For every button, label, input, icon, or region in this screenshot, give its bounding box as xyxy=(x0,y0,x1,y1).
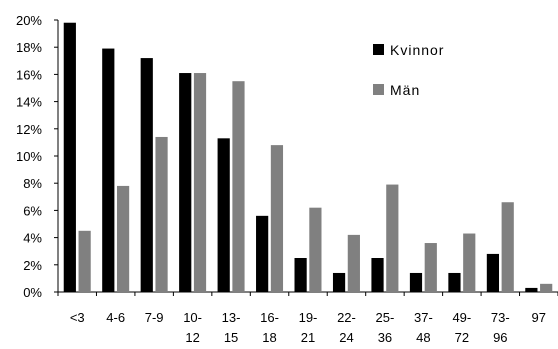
x-tick-label: 25- xyxy=(376,310,395,325)
y-tick-label: 2% xyxy=(23,258,42,273)
bar-kvinnor xyxy=(179,73,192,292)
bar-man xyxy=(309,207,322,292)
x-tick-label: 49- xyxy=(452,310,471,325)
bar-kvinnor xyxy=(217,138,230,292)
x-tick-label: 22- xyxy=(337,310,356,325)
x-tick-label: 15 xyxy=(224,330,238,345)
y-axis: 0% 2% 4% 6% 8% 10% 12% 14% 16% 18% 20% xyxy=(16,13,59,300)
bar-man xyxy=(232,81,245,292)
x-tick-label: 12 xyxy=(185,330,199,345)
bar-man xyxy=(501,202,514,292)
x-tick-label: 18 xyxy=(262,330,276,345)
x-tick-label: 7-9 xyxy=(145,310,164,325)
y-tick-label: 6% xyxy=(23,203,42,218)
bar-man xyxy=(78,230,91,292)
bars xyxy=(63,22,553,293)
x-tick-label: 72 xyxy=(455,330,469,345)
x-tick-label: 10- xyxy=(183,310,202,325)
x-tick-label: 19- xyxy=(299,310,318,325)
y-tick-label: 4% xyxy=(23,231,42,246)
x-tick-label: 36 xyxy=(378,330,392,345)
bar-kvinnor xyxy=(102,48,115,293)
y-tick-label: 0% xyxy=(23,285,42,300)
x-tick-label: 24 xyxy=(339,330,353,345)
bar-kvinnor xyxy=(371,258,384,292)
bar-man xyxy=(463,233,476,292)
x-tick-label: <3 xyxy=(70,310,85,325)
x-tick-label: 16- xyxy=(260,310,279,325)
bar-man xyxy=(155,136,168,292)
x-axis: <3 4-6 7-9 10- 12 13- 15 16- 18 19- 21 22- 24 25- 36 37… xyxy=(57,291,558,345)
x-tick-label: 21 xyxy=(301,330,315,345)
bar-man xyxy=(347,234,360,292)
bar-man xyxy=(116,185,130,292)
bar-kvinnor xyxy=(409,272,423,292)
bar-kvinnor xyxy=(140,58,153,292)
bar-kvinnor xyxy=(448,272,461,292)
x-tick-label: 4-6 xyxy=(106,310,125,325)
legend-swatch xyxy=(373,44,384,55)
legend: Kvinnor Män xyxy=(373,42,444,98)
bar-kvinnor xyxy=(256,215,269,292)
bar-kvinnor xyxy=(486,253,500,292)
y-tick-label: 14% xyxy=(16,95,42,110)
bar-man xyxy=(193,73,207,292)
x-tick-label: 73- xyxy=(491,310,510,325)
bar-man xyxy=(270,145,284,292)
legend-label: Män xyxy=(390,82,420,98)
y-tick-label: 16% xyxy=(16,67,42,82)
x-tick-label: 13- xyxy=(222,310,241,325)
bar-kvinnor xyxy=(332,272,346,292)
x-tick-label: 48 xyxy=(416,330,430,345)
legend-swatch xyxy=(373,84,384,95)
bar-man xyxy=(386,184,399,292)
x-tick-label: 37- xyxy=(414,310,433,325)
bar-kvinnor xyxy=(63,22,76,292)
bar-man xyxy=(540,283,553,292)
y-tick-label: 20% xyxy=(16,13,42,28)
y-tick-label: 8% xyxy=(23,176,42,191)
y-tick-label: 18% xyxy=(16,40,42,55)
bar-kvinnor xyxy=(525,287,538,292)
bar-man xyxy=(424,243,437,292)
y-tick-label: 10% xyxy=(16,149,42,164)
x-tick-label: 96 xyxy=(493,330,507,345)
x-tick-label: 97 xyxy=(532,310,546,325)
y-tick-label: 12% xyxy=(16,122,42,137)
bar-kvinnor xyxy=(294,258,307,292)
legend-label: Kvinnor xyxy=(390,42,444,58)
